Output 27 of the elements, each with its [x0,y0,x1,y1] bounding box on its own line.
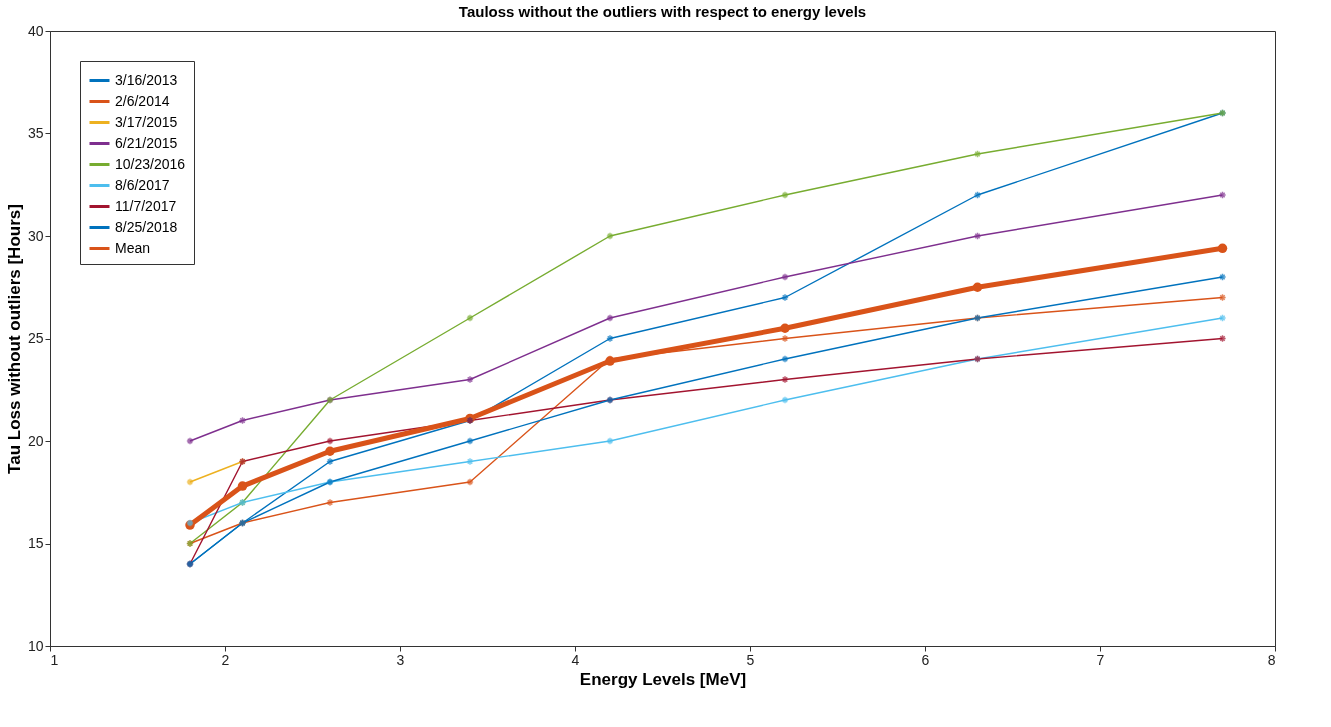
legend-label: 3/16/2013 [115,71,178,88]
legend-label: 11/7/2017 [115,197,177,214]
y-tick-label: 25 [27,330,44,346]
y-axis-title: Tau Loss without outliers [Hours] [4,204,24,474]
legend-label: 3/17/2015 [115,113,178,130]
legend-label: 6/21/2015 [115,134,178,151]
legend-label: Mean [115,239,151,256]
legend-label: 2/6/2014 [115,92,170,109]
x-tick-label: 2 [221,651,230,668]
x-tick-label: 6 [921,651,930,668]
y-tick-label: 10 [27,637,44,654]
legend-label: 8/6/2017 [115,176,170,193]
x-tick-label: 8 [1267,651,1276,668]
y-tick-label: 15 [27,535,44,551]
chart-title: Tauloss without the outliers with respect to energy levels [458,3,867,20]
x-tick-label: 7 [1096,651,1105,668]
x-tick-label: 1 [50,651,59,668]
y-tick-label: 40 [27,22,44,39]
y-tick-label: 30 [27,227,44,244]
x-tick-label: 3 [396,651,405,668]
x-tick-label: 5 [746,651,755,668]
x-tick-label: 4 [571,651,580,668]
legend-label: 10/23/2016 [115,155,186,172]
x-axis-title: Energy Levels [MeV] [579,669,747,689]
y-tick-label: 35 [27,125,44,141]
y-tick-label: 20 [27,432,44,449]
legend-label: 8/25/2018 [115,218,178,235]
